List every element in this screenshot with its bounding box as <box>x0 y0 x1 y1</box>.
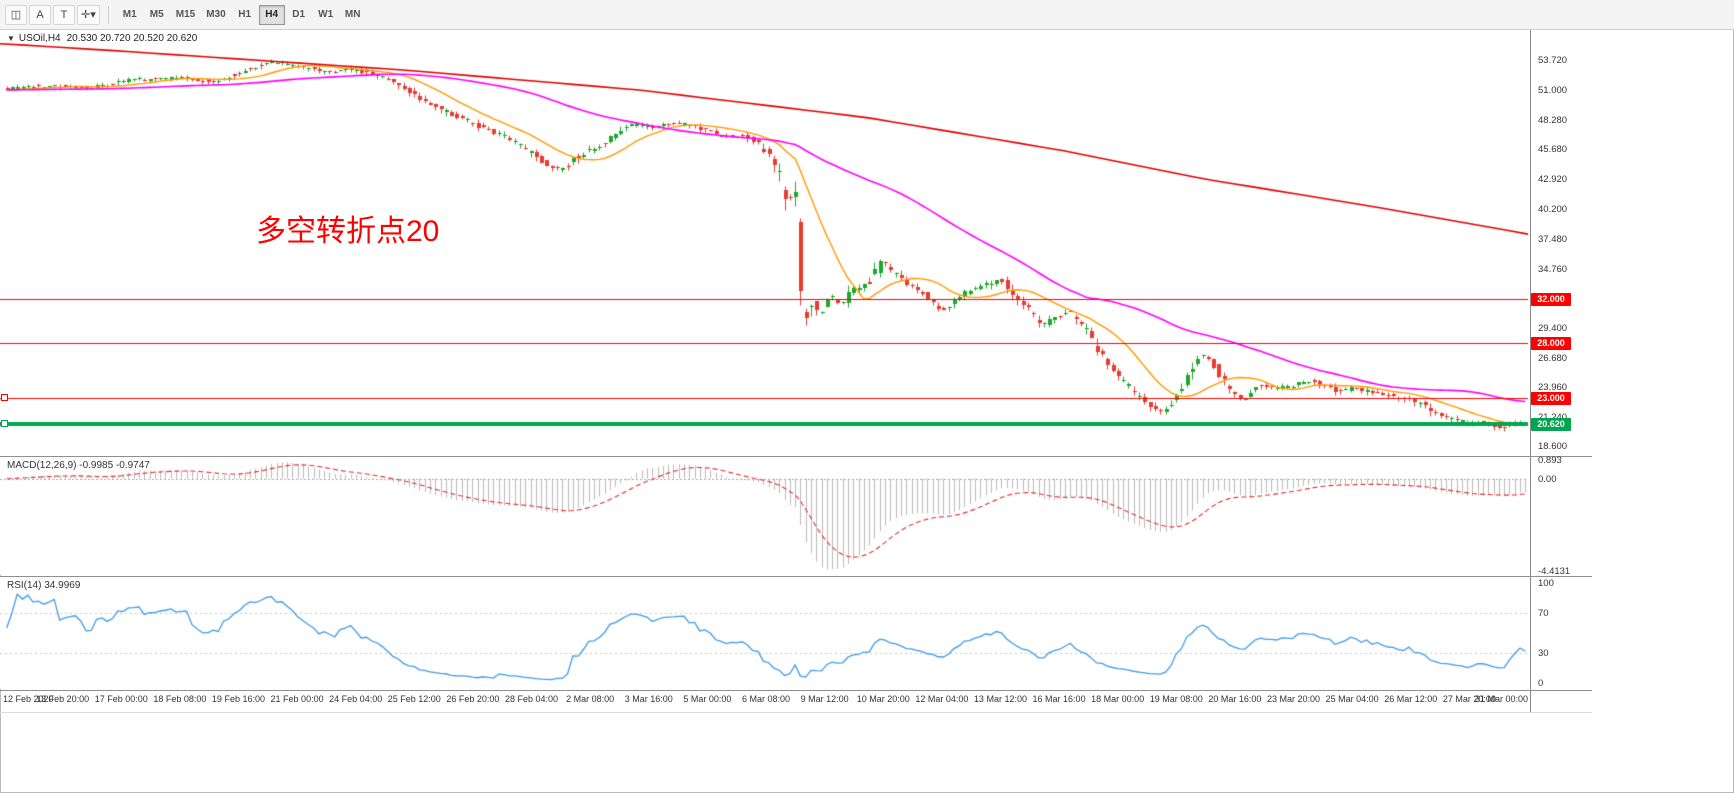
time-axis-label: 6 Mar 08:00 <box>741 694 791 704</box>
timeframe-button-d1[interactable]: D1 <box>286 5 312 25</box>
time-axis-label: 31 Mar 00:00 <box>1474 694 1528 704</box>
price-line-badge[interactable]: 20.620 <box>1531 418 1571 432</box>
timeframe-button-m5[interactable]: M5 <box>144 5 170 25</box>
macd-panel-canvas[interactable] <box>0 457 1530 575</box>
toolbar-separator <box>107 5 109 24</box>
time-axis-label: 19 Mar 08:00 <box>1149 694 1203 704</box>
timeframe-button-m15[interactable]: M15 <box>171 5 200 25</box>
time-axis-label: 12 Feb 2020 <box>3 694 54 704</box>
ohlc-values: 20.530 20.720 20.520 20.620 <box>66 33 198 44</box>
time-axis-label: 2 Mar 08:00 <box>566 694 615 704</box>
macd-axis-label: 0.00 <box>1538 473 1557 485</box>
rsi-panel-canvas[interactable] <box>0 577 1530 689</box>
time-axis-label: 27 Mar 20:00 <box>1442 694 1496 704</box>
time-axis-label: 18 Feb 08:00 <box>153 694 207 704</box>
panel-separator-main-macd[interactable] <box>0 456 1592 457</box>
time-axis-label: 17 Feb 00:00 <box>94 694 148 704</box>
timeframe-button-m30[interactable]: M30 <box>201 5 230 25</box>
timeframe-button-h4[interactable]: H4 <box>258 4 285 25</box>
rsi-axis-label: 70 <box>1538 608 1549 619</box>
timeframe-button-w1[interactable]: W1 <box>313 5 339 25</box>
rsi-axis-label: 30 <box>1538 648 1549 659</box>
symbol-label: USOil,H4 <box>18 33 61 44</box>
price-axis-label: 21.240 <box>1538 412 1567 423</box>
price-axis-label: 23.960 <box>1538 382 1568 394</box>
price-axis-separator <box>1530 30 1531 712</box>
rsi-axis: 100 70 30 0 <box>1534 577 1604 690</box>
time-axis[interactable]: 12 Feb 2020 13 Feb 20:00 17 Feb 00:00 18 Fe… <box>0 692 1592 710</box>
price-axis-label: 26.680 <box>1538 352 1568 364</box>
price-axis-label: 42.920 <box>1538 173 1568 185</box>
price-axis-label: 48.280 <box>1538 114 1568 126</box>
time-axis-label: 28 Feb 04:00 <box>505 694 559 704</box>
chart-text-annotation[interactable]: 多空转折点20 <box>256 215 440 248</box>
price-axis-label: 40.200 <box>1538 203 1568 215</box>
macd-axis-label: 0.893 <box>1538 455 1562 466</box>
chart-ohlc-readout: ▼ USOil,H4 20.530 20.720 20.520 20.620 <box>7 33 197 44</box>
time-axis-label: 13 Feb 20:00 <box>36 694 90 704</box>
price-axis-label: 29.400 <box>1538 322 1568 334</box>
window-content-bottom-border <box>0 712 1592 713</box>
cursor-tool-a[interactable]: A <box>29 4 51 25</box>
chart-window-tool[interactable]: ◫ <box>5 4 27 25</box>
timeframe-group: M1 M5 M15 M30 H1 H4 D1 W1 MN <box>117 4 366 25</box>
text-tool[interactable]: T <box>53 4 75 25</box>
time-axis-label: 25 Feb 12:00 <box>387 694 441 704</box>
price-axis-label: 51.000 <box>1538 85 1568 96</box>
main-chart-canvas[interactable] <box>0 30 1530 456</box>
panel-separator-macd-rsi[interactable] <box>0 576 1592 577</box>
price-axis[interactable]: 53.720 51.000 48.280 45.680 42.920 40.200 37.4… <box>1534 30 1604 456</box>
time-axis-label: 26 Feb 20:00 <box>446 694 500 704</box>
time-axis-label: 10 Mar 20:00 <box>856 694 910 704</box>
time-axis-label: 25 Mar 04:00 <box>1325 694 1379 704</box>
time-axis-label: 21 Feb 00:00 <box>270 694 324 704</box>
time-axis-label: 18 Mar 00:00 <box>1091 694 1145 704</box>
macd-indicator-label: MACD(12,26,9) -0.9985 -0.9747 <box>7 460 150 471</box>
toolbar: ◫ A T ✛▾ M1 M5 M15 M30 H1 H4 D1 W1 MN <box>0 0 1734 30</box>
rsi-axis-label: 100 <box>1538 578 1554 589</box>
macd-axis: 0.893 0.00 -4.4131 <box>1534 455 1604 577</box>
time-axis-label: 5 Mar 00:00 <box>683 694 732 704</box>
price-axis-label: 37.480 <box>1538 233 1568 245</box>
crosshair-tool[interactable]: ✛▾ <box>77 4 100 25</box>
rsi-indicator-label: RSI(14) 34.9969 <box>7 580 81 591</box>
price-axis-label: 53.720 <box>1538 55 1568 67</box>
price-line-badge[interactable]: 28.000 <box>1531 337 1571 350</box>
hline-handle[interactable] <box>1 420 8 428</box>
time-axis-label: 19 Feb 16:00 <box>211 694 265 704</box>
time-axis-top-border <box>0 690 1592 691</box>
time-axis-label: 24 Feb 04:00 <box>329 694 383 704</box>
time-axis-label: 16 Mar 16:00 <box>1032 694 1086 704</box>
macd-axis-label: -4.4131 <box>1538 566 1571 577</box>
price-axis-label: 45.680 <box>1538 143 1568 155</box>
rsi-axis-label: 0 <box>1538 678 1544 689</box>
price-line-badge[interactable]: 32.000 <box>1531 293 1571 306</box>
time-axis-label: 23 Mar 20:00 <box>1267 694 1321 704</box>
time-axis-label: 12 Mar 04:00 <box>915 694 969 704</box>
price-axis-label: 34.760 <box>1538 263 1568 275</box>
collapse-icon[interactable]: ▼ <box>7 34 15 43</box>
timeframe-button-mn[interactable]: MN <box>340 5 366 25</box>
time-axis-label: 20 Mar 16:00 <box>1208 694 1262 704</box>
time-axis-label: 3 Mar 16:00 <box>624 694 673 704</box>
price-line-badge[interactable]: 23.000 <box>1531 392 1571 405</box>
hline-handle[interactable] <box>1 394 8 401</box>
time-axis-label: 26 Mar 12:00 <box>1384 694 1438 704</box>
drawing-tools-group: ◫ A T ✛▾ <box>5 4 100 25</box>
timeframe-button-m1[interactable]: M1 <box>117 5 143 25</box>
time-axis-label: 13 Mar 12:00 <box>973 694 1027 704</box>
price-axis-label: 18.600 <box>1538 441 1568 453</box>
timeframe-button-h1[interactable]: H1 <box>232 5 258 25</box>
time-axis-label: 9 Mar 12:00 <box>800 694 849 704</box>
